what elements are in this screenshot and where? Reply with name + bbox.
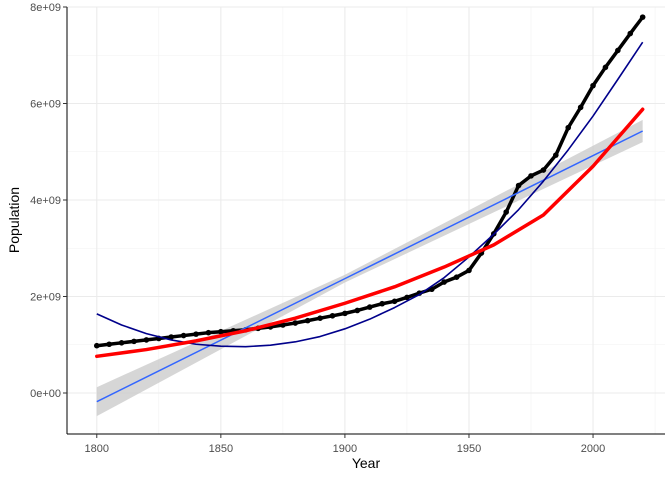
data-point	[590, 82, 596, 89]
data-point	[503, 209, 509, 215]
data-point	[553, 152, 559, 158]
x-tick-label: 1850	[209, 443, 233, 455]
y-tick-label: 0e+00	[30, 388, 61, 400]
quadratic-fit-line	[95, 107, 645, 359]
linear-fit-band	[96, 119, 643, 417]
data-point	[391, 298, 398, 305]
x-ticks: 1800 1850 1900 1950 2000	[85, 434, 605, 455]
series-layer	[93, 14, 646, 403]
y-tick-label: 6e+09	[30, 98, 61, 110]
data-point	[93, 342, 100, 349]
x-tick-label: 2000	[581, 443, 605, 455]
x-tick-label: 1950	[457, 443, 481, 455]
y-axis-title: Population	[6, 187, 22, 253]
data-point	[143, 337, 150, 343]
data-point	[180, 332, 187, 339]
data-point	[106, 341, 112, 348]
data-point	[577, 104, 584, 111]
data-point	[354, 307, 361, 314]
data-point	[193, 331, 199, 337]
x-tick-label: 1800	[85, 443, 109, 455]
data-point	[615, 47, 621, 54]
data-point	[118, 340, 125, 346]
data-point	[639, 14, 646, 20]
x-tick-label: 1900	[333, 443, 357, 455]
data-point	[304, 317, 311, 324]
data-point	[540, 167, 547, 173]
data-point	[280, 322, 286, 328]
data-point	[602, 64, 609, 71]
data-point	[466, 267, 472, 274]
y-tick-label: 4e+09	[30, 195, 61, 207]
data-point	[366, 304, 373, 310]
data-point	[292, 320, 299, 326]
data-point	[205, 329, 212, 336]
data-point	[404, 294, 410, 301]
data-point	[317, 315, 323, 322]
y-tick-label: 2e+09	[30, 291, 61, 303]
data-point	[168, 334, 175, 340]
data-point	[441, 279, 447, 285]
data-point	[453, 274, 460, 280]
data-point	[131, 338, 137, 345]
data-point	[379, 300, 385, 307]
data-point	[565, 124, 572, 131]
data-point	[515, 182, 522, 189]
data-point	[528, 173, 534, 179]
data-point	[342, 310, 348, 317]
y-ticks: 0e+00 2e+09 4e+09 6e+09 8e+09	[30, 2, 67, 400]
axes	[66, 7, 665, 435]
confidence-band	[96, 119, 643, 417]
data-point	[627, 30, 634, 37]
x-axis-title: Year	[352, 455, 381, 471]
y-tick-label: 8e+09	[30, 2, 61, 14]
major-gridlines	[67, 6, 665, 434]
data-point	[218, 328, 224, 335]
minor-gridlines	[67, 7, 665, 434]
data-point	[329, 312, 336, 319]
